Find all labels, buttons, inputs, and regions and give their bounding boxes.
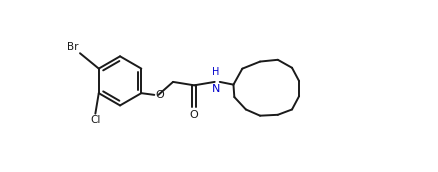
Text: O: O — [190, 110, 198, 120]
Text: H: H — [212, 67, 220, 77]
Text: Br: Br — [67, 42, 78, 52]
Text: Cl: Cl — [90, 115, 101, 125]
Text: O: O — [155, 90, 164, 100]
Text: N: N — [212, 84, 220, 94]
